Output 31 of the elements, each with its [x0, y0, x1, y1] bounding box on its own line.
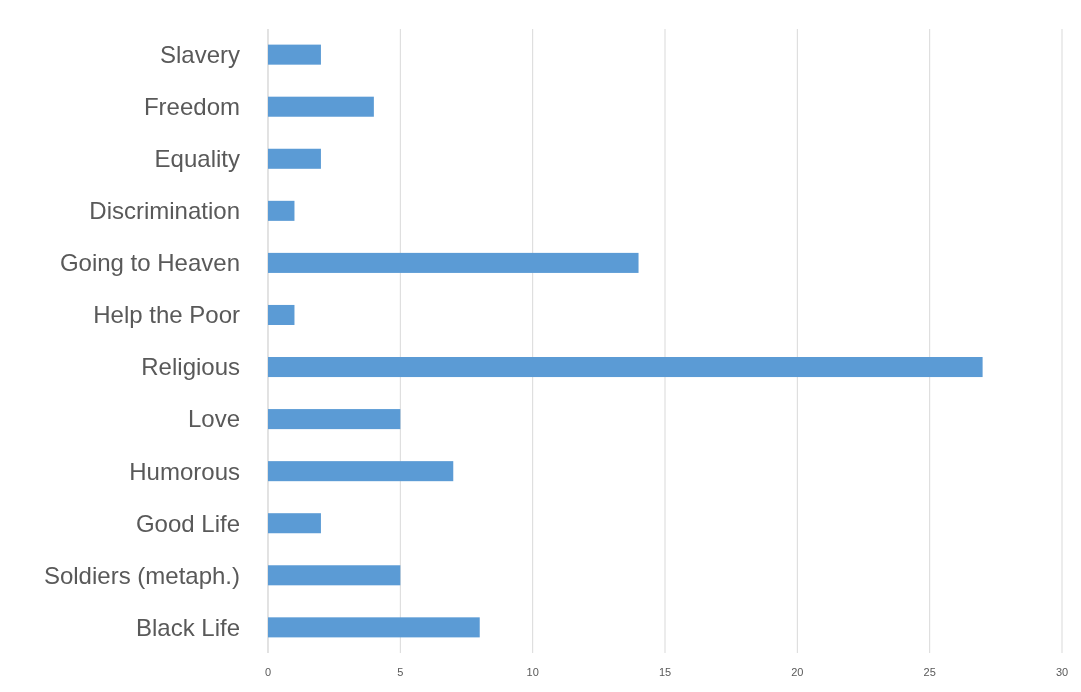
bar — [268, 513, 321, 534]
x-tick-label: 20 — [791, 666, 804, 678]
bar — [268, 357, 983, 378]
bar — [268, 409, 401, 430]
y-tick-label: Soldiers (metaph.) — [43, 561, 240, 589]
bar — [268, 461, 454, 482]
bar — [268, 304, 295, 325]
y-tick-label: Slavery — [159, 41, 240, 69]
x-tick-label: 15 — [658, 666, 672, 678]
bar — [268, 617, 480, 638]
x-tick-label: 0 — [264, 666, 272, 678]
bar — [268, 252, 639, 273]
x-tick-label: 25 — [923, 666, 936, 678]
x-tick-label: 5 — [397, 666, 404, 678]
y-tick-label: Going to Heaven — [59, 249, 240, 277]
bar — [268, 44, 321, 65]
y-tick-label: Help the Poor — [93, 301, 240, 329]
bar — [268, 148, 321, 169]
y-tick-label: Freedom — [143, 93, 240, 121]
y-tick-label: Humorous — [129, 457, 240, 485]
bar — [268, 565, 401, 586]
bar — [268, 96, 374, 117]
y-tick-label: Equality — [154, 145, 240, 173]
y-tick-label: Black Life — [135, 613, 240, 641]
x-tick-label: 10 — [526, 666, 539, 678]
bar — [268, 200, 295, 221]
y-tick-label: Discrimination — [89, 197, 240, 225]
y-tick-label: Love — [187, 405, 240, 433]
x-tick-label: 30 — [1055, 666, 1069, 678]
y-tick-label: Good Life — [135, 509, 240, 537]
y-tick-label: Religious — [141, 353, 240, 381]
